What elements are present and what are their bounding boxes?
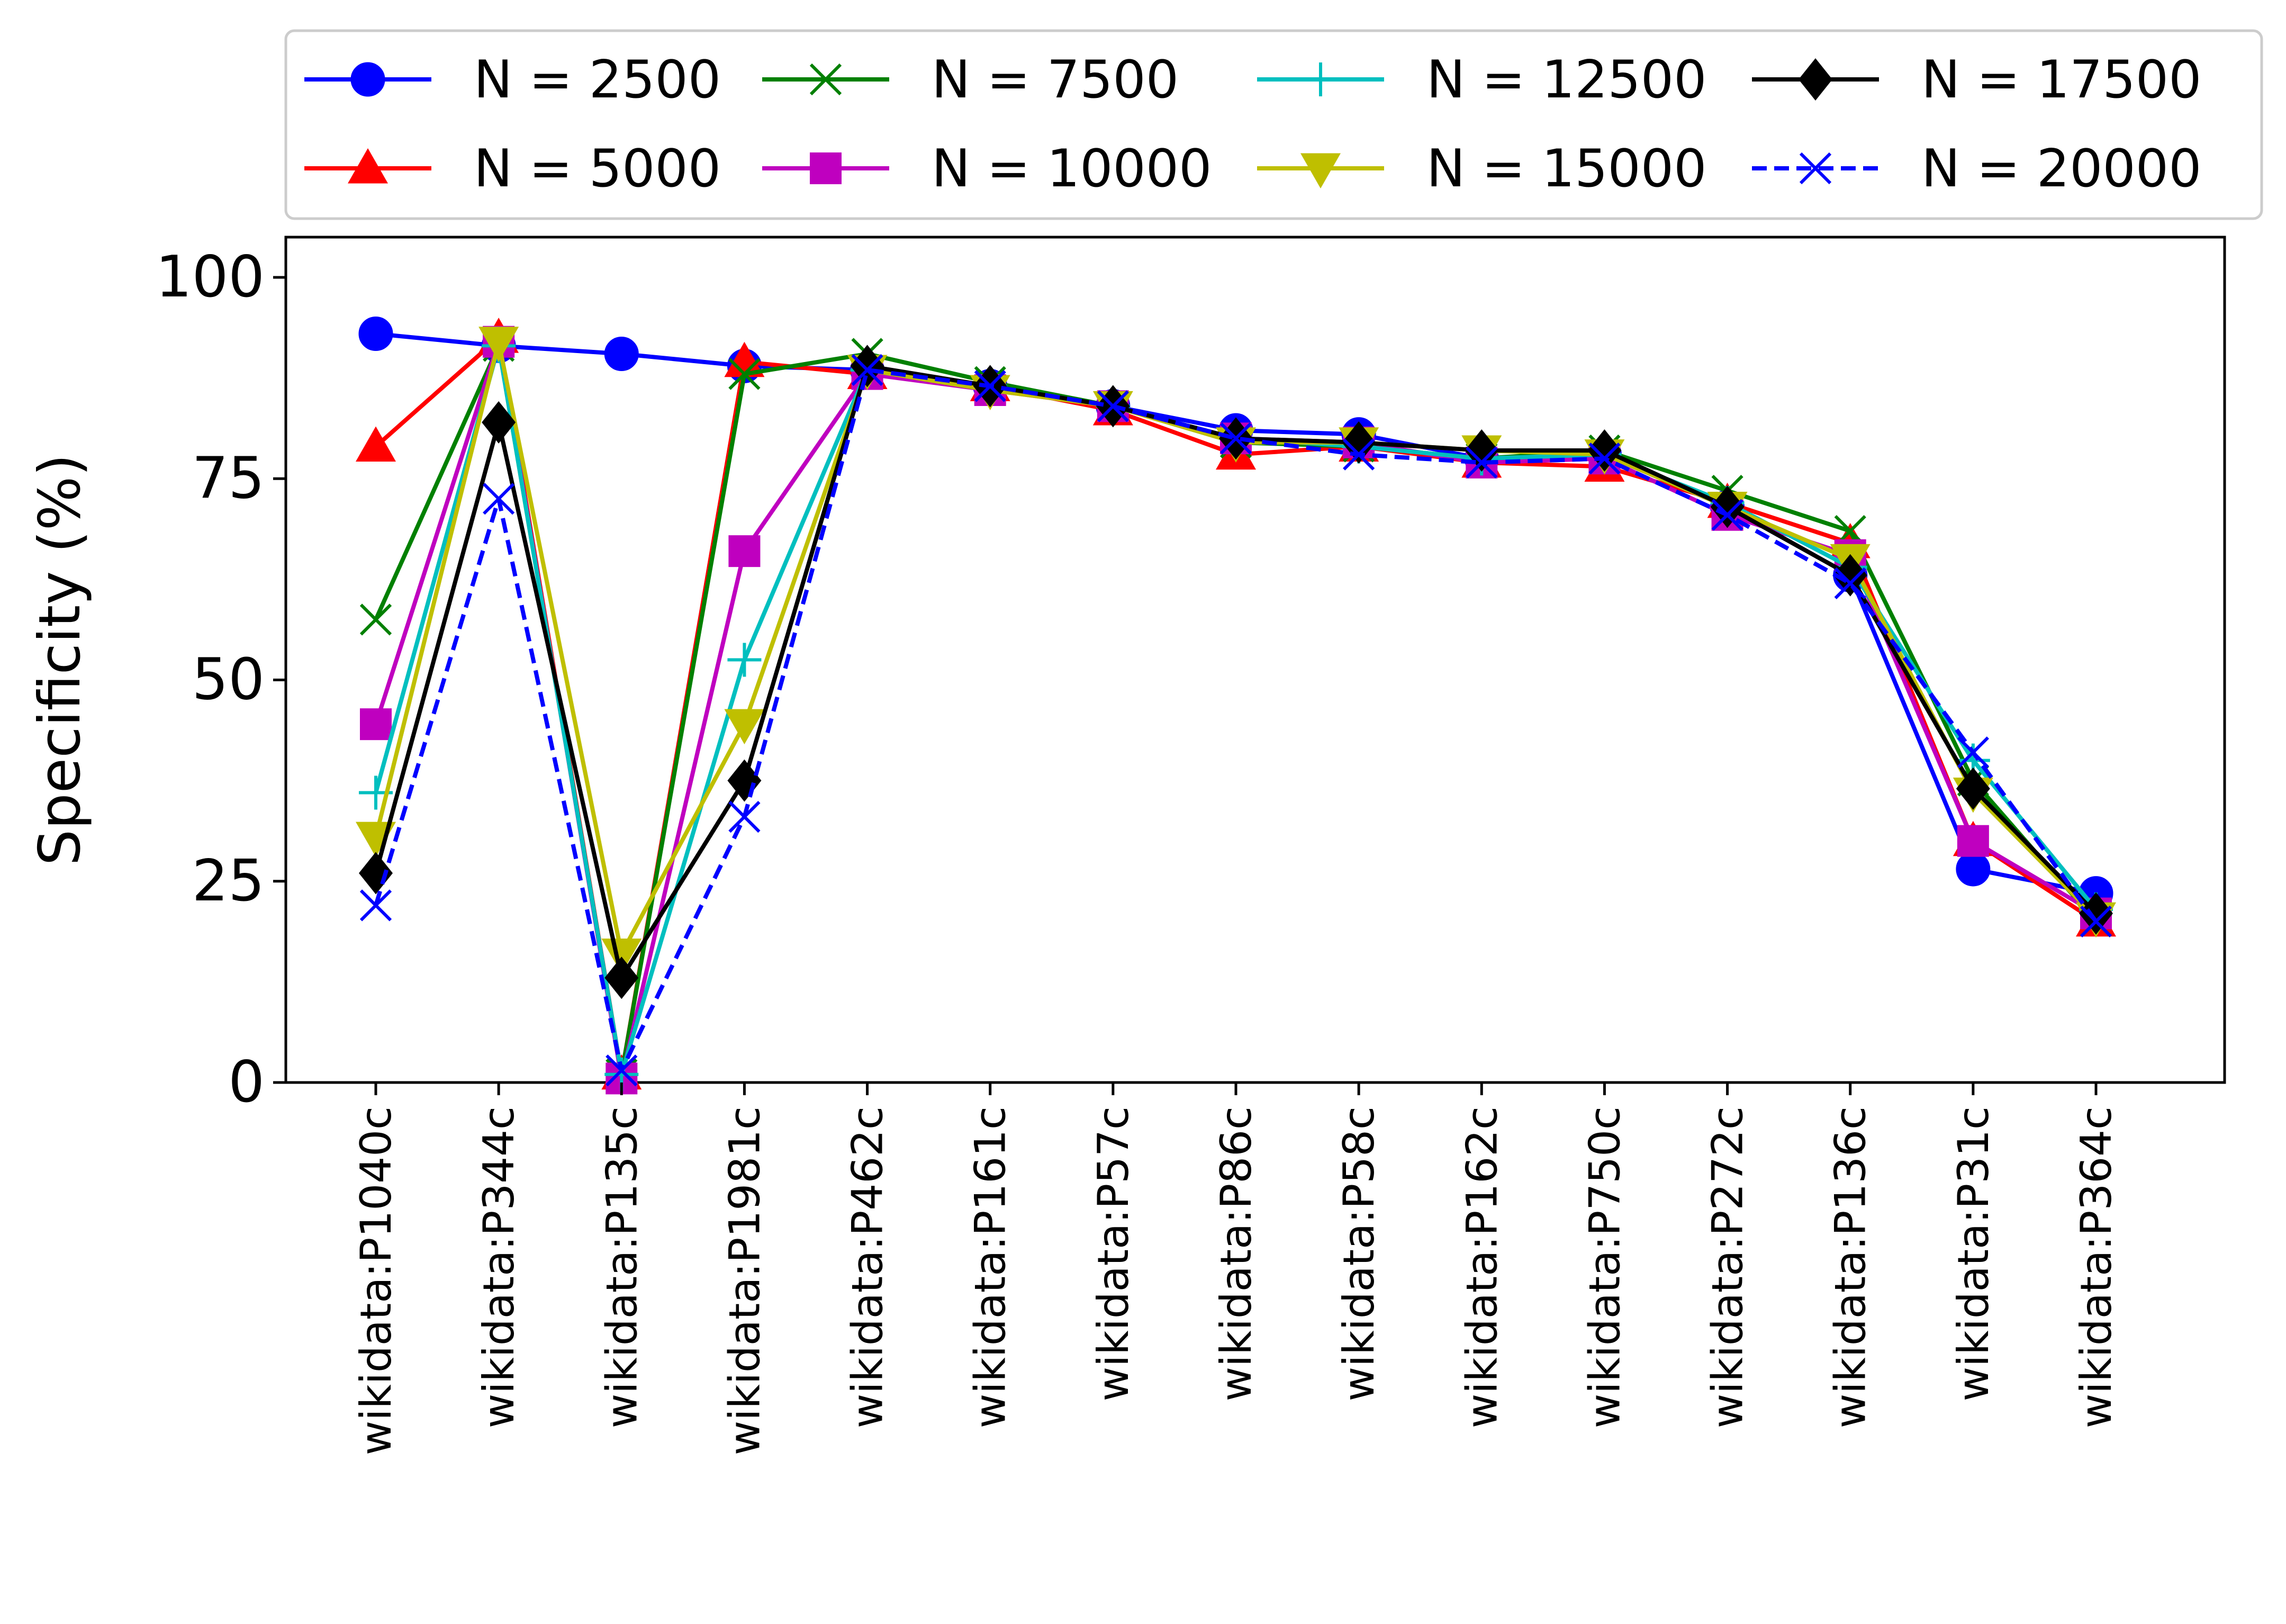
y-tick-label: 100 — [156, 244, 265, 310]
legend-label: N = 12500 — [1426, 50, 1706, 110]
data-point — [1588, 443, 1621, 475]
data-point — [1957, 825, 1989, 857]
data-point — [1957, 736, 1989, 769]
legend-marker — [1799, 58, 1832, 101]
data-point — [1219, 422, 1252, 455]
y-tick-label: 50 — [192, 647, 265, 713]
data-point — [1711, 499, 1743, 531]
data-point — [728, 800, 761, 833]
data-point — [1587, 429, 1622, 472]
data-point — [604, 337, 639, 372]
legend-marker — [810, 152, 842, 184]
series-line-n-20000 — [374, 367, 2098, 1073]
data-point — [1710, 485, 1745, 528]
data-point — [1833, 554, 1867, 597]
data-point — [1097, 390, 1129, 422]
legend-marker — [1304, 62, 1338, 96]
legend-label: N = 20000 — [1921, 139, 2201, 199]
legend-item-n-5000: N = 5000 — [304, 139, 721, 199]
data-point — [974, 370, 1006, 402]
legend-label: N = 17500 — [1921, 50, 2201, 110]
legend-label: N = 7500 — [932, 50, 1179, 110]
legend-item-n-20000: N = 20000 — [1752, 139, 2201, 199]
data-point — [604, 957, 639, 999]
x-tick-label: wikidata:P750c — [1580, 1106, 1629, 1428]
legend-marker — [1300, 153, 1341, 188]
y-tick-label: 25 — [192, 848, 265, 914]
legend-item-n-15000: N = 15000 — [1257, 139, 1706, 199]
legend-item-n-2500: N = 2500 — [304, 50, 721, 110]
x-tick-label: wikidata:P462c — [843, 1106, 892, 1428]
data-point — [728, 358, 761, 390]
legend-marker — [1799, 152, 1832, 185]
data-point — [1466, 446, 1498, 479]
data-point — [359, 603, 392, 636]
data-point — [1834, 567, 1866, 600]
legend-item-n-10000: N = 10000 — [762, 139, 1212, 199]
legend-item-n-17500: N = 17500 — [1752, 50, 2201, 110]
data-point — [724, 341, 765, 377]
data-point — [724, 709, 765, 745]
data-point — [2080, 905, 2112, 937]
legend-item-n-7500: N = 7500 — [762, 50, 1179, 110]
data-point — [483, 483, 515, 515]
data-point — [482, 401, 516, 444]
series-layer — [356, 317, 2116, 1095]
x-tick-label: wikidata:P364c — [2072, 1106, 2121, 1428]
x-tick-label: wikidata:P161c — [966, 1106, 1015, 1428]
y-tick-label: 0 — [228, 1049, 265, 1115]
data-point — [727, 643, 762, 677]
data-point — [1956, 767, 1990, 810]
data-point — [359, 889, 392, 922]
data-point — [478, 327, 519, 362]
x-tick-label: wikidata:P344c — [474, 1106, 523, 1428]
legend-marker — [809, 63, 842, 96]
legend-label: N = 5000 — [474, 139, 721, 199]
x-tick-label: wikidata:P272c — [1703, 1106, 1752, 1428]
legend-marker — [350, 62, 385, 97]
legend: N = 2500 N = 5000 N = 7500 N = 10000 N = 125… — [284, 29, 2263, 220]
data-point — [851, 354, 883, 386]
x-tick-label: wikidata:P58c — [1334, 1106, 1384, 1401]
y-axis-label: Specificity (%) — [27, 454, 93, 866]
x-tick-label: wikidata:P86c — [1212, 1106, 1261, 1401]
legend-label: N = 15000 — [1426, 139, 1706, 199]
x-tick-label: wikidata:P135c — [597, 1106, 646, 1428]
legend-label: N = 2500 — [474, 50, 721, 110]
x-tick-label: wikidata:P31c — [1949, 1106, 1998, 1401]
plot-area — [284, 236, 2226, 1084]
data-point — [356, 426, 396, 462]
y-tick-label: 75 — [192, 445, 265, 511]
series-n-20000 — [359, 354, 2112, 1087]
x-tick-label: wikidata:P1981c — [720, 1106, 769, 1455]
data-point — [1343, 438, 1375, 471]
axes: 0 25 50 75 100 wikidata:P1040c wikidata:P344c w… — [156, 244, 2121, 1455]
data-point — [1956, 852, 1991, 887]
x-tick-label: wikidata:P1040c — [351, 1106, 401, 1455]
x-tick-label: wikidata:P162c — [1457, 1106, 1506, 1428]
x-tick-label: wikidata:P57c — [1089, 1106, 1138, 1401]
data-point — [358, 317, 393, 351]
legend-item-n-12500: N = 12500 — [1257, 50, 1706, 110]
legend-marker — [348, 148, 388, 184]
data-point — [728, 535, 761, 567]
data-point — [360, 708, 392, 741]
data-point — [2079, 892, 2113, 935]
data-point — [606, 1054, 638, 1087]
data-point — [601, 939, 642, 974]
x-tick-label: wikidata:P136c — [1826, 1106, 1875, 1428]
legend-label: N = 10000 — [932, 139, 1212, 199]
